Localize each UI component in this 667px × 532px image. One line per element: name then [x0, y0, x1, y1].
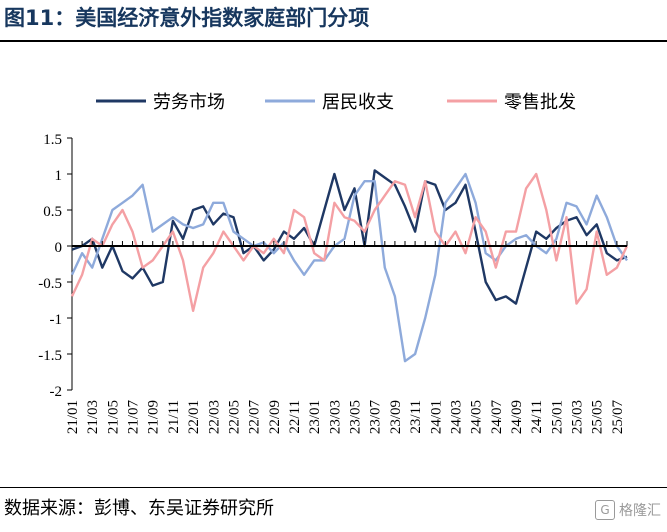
y-tick-label: -2: [50, 384, 63, 400]
x-tick-label: 25/07: [610, 400, 626, 435]
source-note: 数据来源：彭博、东吴证券研究所: [4, 498, 274, 519]
watermark: G 格隆汇: [595, 500, 661, 520]
x-tick-label: 24/01: [428, 400, 444, 434]
x-tick-label: 25/01: [549, 400, 565, 434]
y-tick-label: -1.5: [38, 348, 62, 364]
x-tick-label: 21/11: [166, 400, 182, 434]
watermark-text: 格隆汇: [619, 503, 661, 519]
x-tick-label: 21/07: [126, 400, 142, 435]
x-tick-label: 24/03: [448, 400, 464, 434]
y-tick-label: 1.5: [43, 132, 62, 148]
y-tick-label: -1: [50, 312, 63, 328]
x-tick-label: 24/11: [529, 400, 545, 434]
x-tick-label: 23/01: [307, 400, 323, 434]
figure-title: 图11：美国经济意外指数家庭部门分项: [4, 6, 370, 30]
y-tick-label: 0.5: [43, 204, 62, 220]
series-line-3: [70, 172, 629, 312]
x-tick-label: 24/05: [469, 400, 485, 434]
x-tick-label: 21/03: [85, 400, 101, 434]
legend-label: 居民收支: [322, 92, 394, 113]
x-tick-label: 25/03: [570, 400, 586, 434]
x-tick-label: 22/03: [206, 400, 222, 434]
x-tick-label: 24/09: [509, 400, 525, 434]
x-tick-label: 21/09: [146, 400, 162, 434]
line-chart: 1.5 1 0.5 0 -0.5 -1 -1.5 -221/01 21/03 21/05 21/07…: [38, 92, 629, 435]
x-tick-label: 22/05: [226, 400, 242, 434]
series-line-2: [70, 172, 628, 363]
x-tick-label: 24/07: [489, 400, 505, 435]
title-divider: [0, 40, 667, 42]
x-tick-label: 23/05: [348, 400, 364, 434]
legend-label: 劳务市场: [153, 92, 225, 113]
x-tick-label: 23/03: [327, 400, 343, 434]
y-tick-label: 1: [55, 168, 63, 184]
y-tick-label: 0: [55, 240, 63, 256]
x-tick-label: 22/01: [186, 400, 202, 434]
x-tick-label: 25/05: [590, 400, 606, 434]
legend-label: 零售批发: [504, 92, 576, 113]
x-tick-label: 23/11: [408, 400, 424, 434]
g-logo-icon: G: [595, 500, 615, 520]
y-tick-label: -0.5: [38, 276, 62, 292]
x-tick-label: 22/09: [267, 400, 283, 434]
x-tick-label: 23/07: [368, 400, 384, 435]
series-line-1: [71, 169, 628, 305]
source-divider: [0, 487, 667, 488]
x-tick-label: 21/01: [65, 400, 81, 434]
x-tick-label: 22/11: [287, 400, 303, 434]
x-tick-label: 22/07: [247, 400, 263, 435]
x-tick-label: 21/05: [105, 400, 121, 434]
x-tick-label: 23/09: [388, 400, 404, 434]
